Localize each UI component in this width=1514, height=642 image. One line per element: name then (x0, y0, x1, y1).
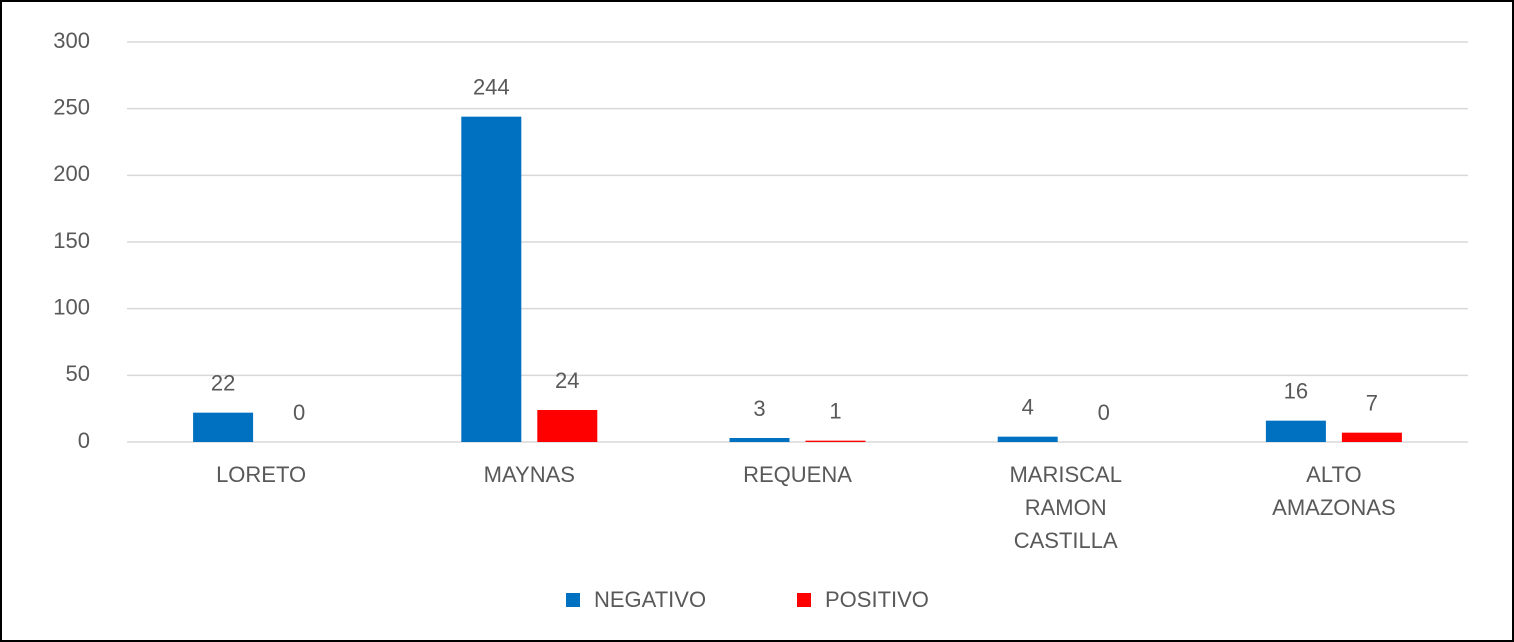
legend-swatch (797, 593, 811, 607)
y-tick-label: 300 (53, 28, 90, 53)
data-label: 22 (211, 370, 235, 395)
x-tick-label: MAYNAS (484, 462, 575, 487)
y-tick-label: 150 (53, 228, 90, 253)
bar (805, 440, 866, 442)
data-label: 1 (829, 398, 841, 423)
bar (1265, 420, 1326, 442)
bar (1341, 432, 1402, 442)
x-tick-label: ALTO AMAZONAS (1272, 462, 1395, 520)
bar (193, 412, 254, 442)
bar (997, 436, 1058, 442)
data-label: 7 (1366, 390, 1378, 415)
y-tick-label: 100 (53, 294, 90, 319)
legend-swatch (566, 593, 580, 607)
legend-label: POSITIVO (825, 587, 929, 612)
x-tick-label: LORETO (216, 462, 306, 487)
bar (729, 438, 790, 442)
y-tick-label: 50 (66, 361, 90, 386)
y-tick-label: 0 (78, 428, 90, 453)
legend-label: NEGATIVO (594, 587, 706, 612)
data-label: 0 (1098, 400, 1110, 425)
data-label: 0 (293, 400, 305, 425)
data-label: 24 (555, 368, 579, 393)
bar (461, 116, 522, 443)
data-label: 3 (753, 396, 765, 421)
data-label: 16 (1284, 378, 1308, 403)
y-tick-label: 200 (53, 161, 90, 186)
bar (537, 410, 598, 442)
data-label: 244 (473, 74, 510, 99)
data-label: 4 (1022, 394, 1034, 419)
x-tick-label: MARISCAL RAMON CASTILLA (1009, 462, 1121, 553)
x-tick-label: REQUENA (743, 462, 852, 487)
y-tick-label: 250 (53, 94, 90, 119)
